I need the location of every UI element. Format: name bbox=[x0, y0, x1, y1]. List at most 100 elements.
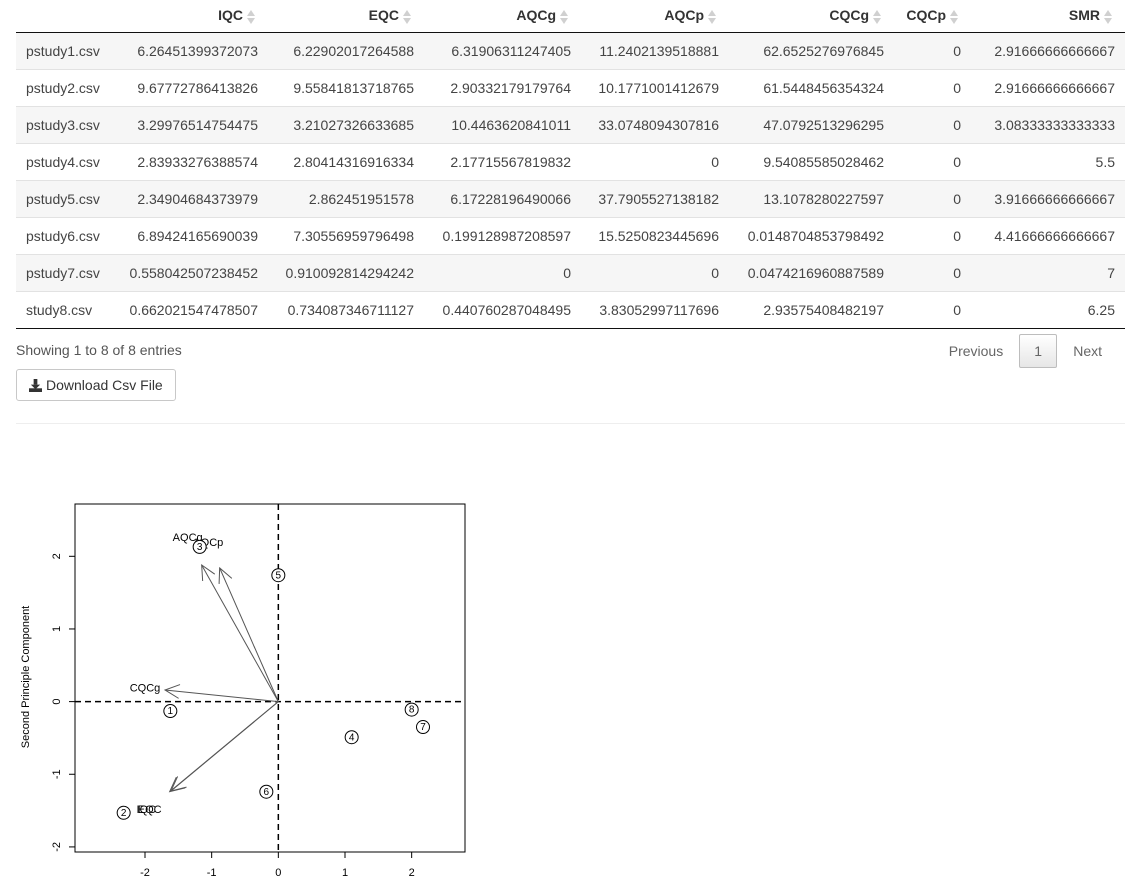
column-header-smr[interactable]: SMR bbox=[971, 0, 1125, 33]
table-cell-value: 2.17715567819832 bbox=[424, 143, 581, 181]
table-cell-value: 0 bbox=[894, 180, 971, 218]
table-cell-value: 0.558042507238452 bbox=[114, 254, 268, 292]
sort-arrows-icon[interactable] bbox=[402, 9, 414, 25]
table-row: pstudy4.csv 2.83933276388574 2.80414316916… bbox=[16, 143, 1125, 181]
vector-label: CQCg bbox=[130, 682, 161, 694]
column-header-cqcg[interactable]: CQCg bbox=[729, 0, 894, 33]
column-header-cqcp[interactable]: CQCp bbox=[894, 0, 971, 33]
table-cell-value: 10.4463620841011 bbox=[424, 106, 581, 144]
table-cell-value: 6.22902017264588 bbox=[268, 32, 424, 70]
loading-vector bbox=[164, 689, 279, 703]
sort-arrows-icon[interactable] bbox=[707, 9, 719, 25]
sort-arrows-icon[interactable] bbox=[246, 9, 258, 25]
data-point-label: 1 bbox=[168, 706, 174, 717]
current-page-button[interactable]: 1 bbox=[1019, 334, 1058, 368]
table-cell-value: 10.1771001412679 bbox=[581, 69, 729, 107]
results-table: IQC EQC AQCg AQCp CQCg CQCp SMR pstudy1.… bbox=[16, 0, 1125, 329]
vector-arrowhead bbox=[163, 684, 181, 699]
table-cell-value: 6.25 bbox=[971, 291, 1125, 329]
table-cell-value: 33.0748094307816 bbox=[581, 106, 729, 144]
table-cell-value: 0 bbox=[581, 254, 729, 292]
table-row: pstudy6.csv 6.89424165690039 7.30556959796… bbox=[16, 217, 1125, 255]
results-table-container: IQC EQC AQCg AQCp CQCg CQCp SMR pstudy1.… bbox=[16, 0, 1125, 329]
table-cell-value: 6.26451399372073 bbox=[114, 32, 268, 70]
loading-vector bbox=[201, 564, 279, 702]
data-point bbox=[344, 730, 359, 745]
download-csv-button[interactable]: Download Csv File bbox=[16, 369, 176, 401]
y-tick-label: 0 bbox=[51, 699, 63, 705]
sort-arrows-icon[interactable] bbox=[1103, 9, 1115, 25]
table-cell-value: 0 bbox=[894, 143, 971, 181]
table-cell-value: 15.5250823445696 bbox=[581, 217, 729, 255]
loading-vector bbox=[169, 701, 279, 793]
y-tick-label: 2 bbox=[51, 553, 63, 559]
table-cell-file: pstudy5.csv bbox=[16, 180, 114, 218]
vector-label: AQCg bbox=[173, 532, 203, 544]
table-cell-value: 0 bbox=[581, 143, 729, 181]
column-header-eqc[interactable]: EQC bbox=[268, 0, 424, 33]
column-header-iqc[interactable]: IQC bbox=[114, 0, 268, 33]
data-point bbox=[404, 702, 419, 717]
table-cell-value: 0.0148704853798492 bbox=[729, 217, 894, 255]
x-tick-label: -1 bbox=[207, 867, 217, 879]
table-row: pstudy5.csv 2.34904684373979 2.86245195157… bbox=[16, 180, 1125, 218]
column-header-file[interactable] bbox=[16, 0, 114, 33]
x-tick-label: 0 bbox=[275, 867, 281, 879]
data-point bbox=[271, 568, 286, 583]
vector-label: EQC bbox=[138, 804, 162, 816]
table-header-row: IQC EQC AQCg AQCp CQCg CQCp SMR bbox=[16, 0, 1125, 33]
table-cell-file: pstudy1.csv bbox=[16, 32, 114, 70]
table-cell-value: 0.734087346711127 bbox=[268, 291, 424, 329]
table-cell-value: 0 bbox=[894, 32, 971, 70]
table-cell-value: 6.17228196490066 bbox=[424, 180, 581, 218]
table-cell-value: 0.910092814294242 bbox=[268, 254, 424, 292]
table-cell-value: 0.199128987208597 bbox=[424, 217, 581, 255]
x-tick-label: -2 bbox=[140, 867, 150, 879]
table-cell-file: pstudy7.csv bbox=[16, 254, 114, 292]
next-page-button[interactable]: Next bbox=[1073, 343, 1102, 359]
table-cell-value: 6.89424165690039 bbox=[114, 217, 268, 255]
data-point-label: 7 bbox=[420, 722, 426, 733]
table-cell-value: 2.862451951578 bbox=[268, 180, 424, 218]
table-cell-value: 4.41666666666667 bbox=[971, 217, 1125, 255]
table-cell-file: pstudy4.csv bbox=[16, 143, 114, 181]
table-cell-value: 2.91666666666667 bbox=[971, 32, 1125, 70]
previous-page-button[interactable]: Previous bbox=[948, 343, 1004, 359]
table-cell-file: pstudy6.csv bbox=[16, 217, 114, 255]
table-cell-value: 0 bbox=[424, 254, 581, 292]
table-row: pstudy3.csv 3.29976514754475 3.21027326633… bbox=[16, 106, 1125, 144]
table-cell-file: pstudy2.csv bbox=[16, 69, 114, 107]
data-point-label: 5 bbox=[276, 570, 282, 581]
table-row: pstudy7.csv 0.558042507238452 0.9100928142… bbox=[16, 254, 1125, 292]
table-cell-value: 61.5448456354324 bbox=[729, 69, 894, 107]
y-axis-label: Second Principle Component bbox=[20, 606, 32, 748]
table-cell-value: 47.0792513296295 bbox=[729, 106, 894, 144]
data-point bbox=[163, 704, 178, 719]
sort-arrows-icon[interactable] bbox=[559, 9, 571, 25]
sort-arrows-icon[interactable] bbox=[949, 9, 961, 25]
data-point-label: 8 bbox=[409, 705, 415, 716]
table-cell-value: 7 bbox=[971, 254, 1125, 292]
data-point bbox=[192, 539, 207, 554]
table-cell-value: 5.5 bbox=[971, 143, 1125, 181]
plot-frame bbox=[74, 503, 466, 853]
column-header-aqcg[interactable]: AQCg bbox=[424, 0, 581, 33]
table-cell-value: 2.83933276388574 bbox=[114, 143, 268, 181]
table-cell-value: 2.93575408482197 bbox=[729, 291, 894, 329]
table-cell-value: 0 bbox=[894, 291, 971, 329]
table-cell-value: 0 bbox=[894, 254, 971, 292]
table-cell-value: 3.29976514754475 bbox=[114, 106, 268, 144]
x-tick-label: 2 bbox=[409, 867, 415, 879]
table-info: Showing 1 to 8 of 8 entries bbox=[16, 342, 182, 358]
column-header-aqcp[interactable]: AQCp bbox=[581, 0, 729, 33]
data-point bbox=[416, 720, 430, 735]
sort-arrows-icon[interactable] bbox=[872, 9, 884, 25]
table-cell-value: 6.31906311247405 bbox=[424, 32, 581, 70]
vector-arrowhead bbox=[168, 776, 186, 793]
table-cell-value: 2.80414316916334 bbox=[268, 143, 424, 181]
table-cell-value: 3.08333333333333 bbox=[971, 106, 1125, 144]
table-cell-value: 0 bbox=[894, 217, 971, 255]
table-cell-value: 0.0474216960887589 bbox=[729, 254, 894, 292]
table-cell-value: 2.34904684373979 bbox=[114, 180, 268, 218]
